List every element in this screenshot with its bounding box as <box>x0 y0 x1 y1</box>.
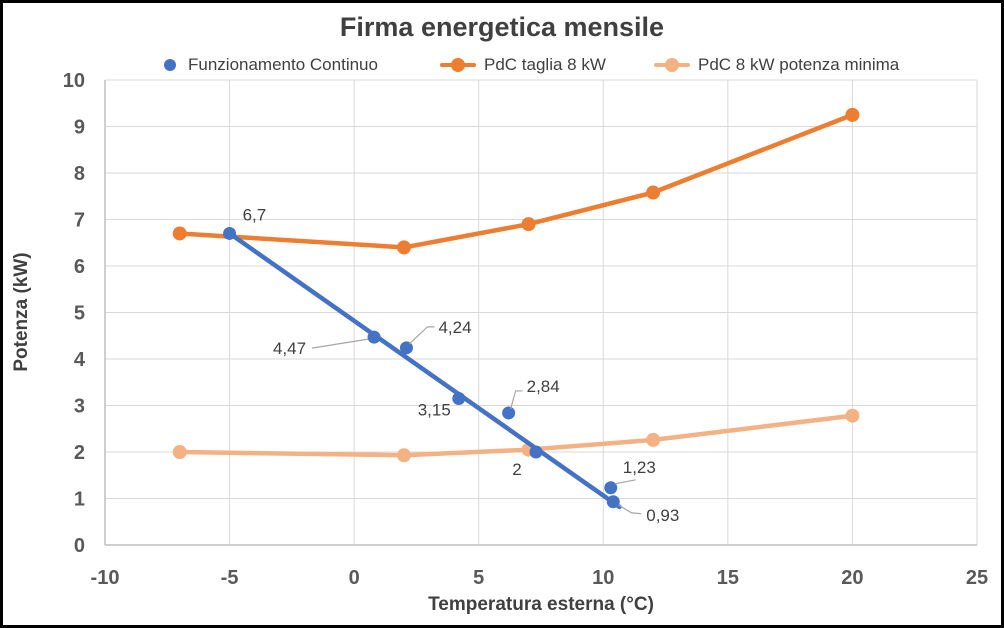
series-point[interactable] <box>367 330 381 344</box>
y-tick-label: 4 <box>74 349 86 371</box>
data-label: 1,23 <box>623 458 656 477</box>
series-point[interactable] <box>396 448 411 463</box>
y-tick-label: 6 <box>74 256 85 278</box>
y-tick-label: 1 <box>74 489 85 511</box>
data-label: 6,7 <box>243 205 267 224</box>
legend-line-marker <box>440 58 476 72</box>
series-point[interactable] <box>399 341 413 355</box>
x-tick-label: 20 <box>841 567 863 589</box>
x-tick-label: 5 <box>473 567 484 589</box>
x-tick-label: -5 <box>221 567 239 589</box>
legend-item-pdc-taglia-8kw[interactable]: PdC taglia 8 kW <box>440 54 606 76</box>
legend: Funzionamento Continuo PdC taglia 8 kW P… <box>3 54 1001 76</box>
series-line-pdc-taglia-8-kw[interactable] <box>177 112 855 250</box>
x-tick-label: 15 <box>717 567 739 589</box>
y-tick-label: 2 <box>74 442 85 464</box>
data-label: 3,15 <box>418 401 451 420</box>
y-axis-title: Potenza (kW) <box>11 252 32 372</box>
x-axis-title: Temperatura esterna (°C) <box>428 594 654 615</box>
series-point[interactable] <box>396 240 411 255</box>
trendline <box>227 231 622 510</box>
y-tick-label: 9 <box>74 117 85 139</box>
series-point[interactable] <box>529 445 543 459</box>
legend-label: PdC 8 kW potenza minima <box>698 55 900 74</box>
data-label-leader <box>614 479 636 485</box>
y-tick-label: 10 <box>63 70 85 92</box>
data-label: 2,84 <box>527 377 560 396</box>
legend-label: Funzionamento Continuo <box>188 55 378 74</box>
legend-line-marker <box>654 58 690 72</box>
series-point[interactable] <box>845 408 860 423</box>
series-point[interactable] <box>172 226 187 241</box>
x-tick-label: -10 <box>91 567 120 589</box>
series-point[interactable] <box>521 217 536 232</box>
series-point[interactable] <box>646 432 661 447</box>
data-label: 4,47 <box>273 339 306 358</box>
legend-dot-marker <box>164 59 176 71</box>
data-label-leader <box>409 326 435 345</box>
series-point[interactable] <box>845 107 860 122</box>
legend-item-pdc-8kw-potenza-minima[interactable]: PdC 8 kW potenza minima <box>654 54 899 76</box>
chart-title: Firma energetica mensile <box>339 12 665 42</box>
x-tick-label: 0 <box>349 567 360 589</box>
y-tick-label: 3 <box>74 396 85 418</box>
series-point[interactable] <box>502 406 516 420</box>
x-tick-label: 25 <box>966 567 988 589</box>
series-point[interactable] <box>223 226 237 240</box>
legend-label: PdC taglia 8 kW <box>484 55 606 74</box>
data-label-leader <box>510 390 523 410</box>
data-label: 0,93 <box>646 506 679 525</box>
y-tick-label: 0 <box>74 535 85 557</box>
data-label-leader <box>311 338 369 349</box>
series-point[interactable] <box>646 185 661 200</box>
y-tick-label: 8 <box>74 163 85 185</box>
data-label-leader <box>617 504 642 515</box>
data-label: 2 <box>512 460 521 479</box>
series-point[interactable] <box>452 392 466 406</box>
series-point[interactable] <box>172 445 187 459</box>
series-point[interactable] <box>604 481 618 495</box>
data-label: 4,24 <box>438 318 471 337</box>
y-tick-label: 7 <box>74 210 85 232</box>
x-tick-label: 10 <box>592 567 614 589</box>
y-tick-label: 5 <box>74 303 85 325</box>
series-point[interactable] <box>606 495 620 509</box>
legend-item-funzionamento-continuo[interactable]: Funzionamento Continuo <box>164 54 378 76</box>
plot-area: -10 -5 0 5 10 15 20 25 0 1 2 3 4 5 6 7 8 9 10 6,7 4,47 4,24 3,… <box>63 70 988 589</box>
